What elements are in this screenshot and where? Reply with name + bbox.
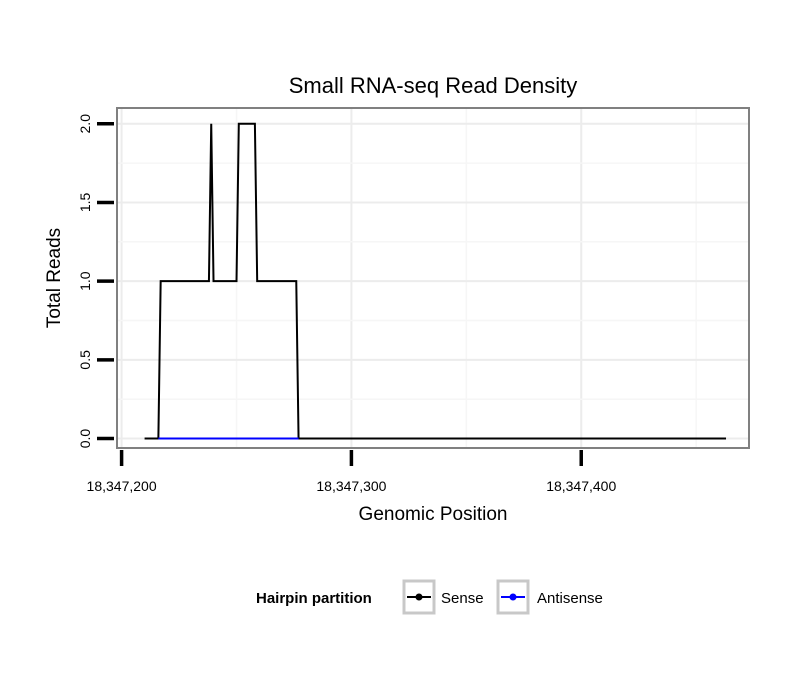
legend-title: Hairpin partition: [256, 590, 372, 607]
legend-label-sense: Sense: [441, 590, 484, 607]
y-axis-ticks: 0.0 0.5 1.0 1.5 2.0: [77, 114, 114, 448]
legend: Hairpin partition Sense Antisense: [256, 579, 603, 615]
y-tick-label: 1.5: [77, 193, 93, 213]
y-tick-label: 0.5: [77, 350, 93, 370]
grid-lines: [117, 108, 749, 448]
series-line-sense: [144, 122, 727, 440]
x-tick-label: 18,347,300: [316, 478, 386, 494]
y-tick-label: 1.0: [77, 271, 93, 291]
y-tick-label: 2.0: [77, 114, 93, 134]
x-axis-ticks: 18,347,200 18,347,300 18,347,400: [87, 450, 616, 494]
y-axis-title: Total Reads: [44, 228, 65, 328]
legend-item-antisense: Antisense: [496, 579, 603, 615]
x-axis-title: Genomic Position: [359, 504, 508, 525]
plot-panel: [117, 108, 749, 448]
plot-border: [116, 107, 750, 449]
series-lines: [144, 122, 727, 440]
chart-title: Small RNA-seq Read Density: [289, 73, 578, 98]
y-tick-label: 0.0: [77, 429, 93, 449]
x-tick-label: 18,347,200: [87, 478, 157, 494]
legend-item-sense: Sense: [402, 579, 484, 615]
legend-point-antisense: [509, 593, 517, 601]
legend-label-antisense: Antisense: [537, 590, 603, 607]
x-tick-label: 18,347,400: [546, 478, 616, 494]
legend-point-sense: [415, 593, 423, 601]
